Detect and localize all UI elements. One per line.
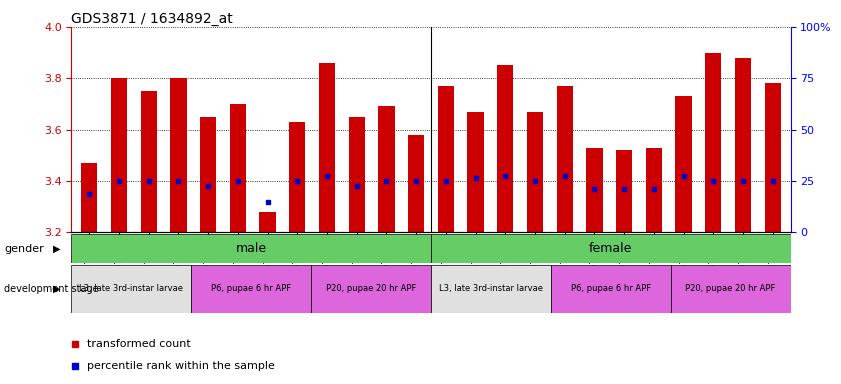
Bar	[437, 86, 454, 232]
Bar	[259, 212, 276, 232]
Text: P6, pupae 6 hr APF: P6, pupae 6 hr APF	[211, 285, 291, 293]
Text: P6, pupae 6 hr APF: P6, pupae 6 hr APF	[571, 285, 651, 293]
Bar	[81, 163, 98, 232]
Bar	[71, 234, 431, 263]
Bar	[586, 147, 603, 232]
Bar	[230, 104, 246, 232]
Bar	[71, 265, 191, 313]
Bar	[289, 122, 305, 232]
Bar	[675, 96, 692, 232]
Text: P20, pupae 20 hr APF: P20, pupae 20 hr APF	[326, 285, 416, 293]
Bar	[497, 65, 514, 232]
Bar	[311, 265, 431, 313]
Bar	[557, 86, 573, 232]
Bar	[200, 117, 216, 232]
Text: L3, late 3rd-instar larvae: L3, late 3rd-instar larvae	[439, 285, 543, 293]
Bar	[431, 265, 551, 313]
Text: percentile rank within the sample: percentile rank within the sample	[87, 361, 274, 371]
Bar	[348, 117, 365, 232]
Bar	[526, 112, 543, 232]
Bar	[670, 265, 791, 313]
Text: ▶: ▶	[54, 243, 61, 254]
Text: gender: gender	[4, 243, 44, 254]
Bar	[140, 91, 157, 232]
Text: development stage: development stage	[4, 284, 99, 294]
Bar	[705, 53, 722, 232]
Bar	[378, 106, 394, 232]
Text: L3, late 3rd-instar larvae: L3, late 3rd-instar larvae	[79, 285, 183, 293]
Bar	[319, 63, 336, 232]
Text: transformed count: transformed count	[87, 339, 190, 349]
Bar	[431, 234, 791, 263]
Bar	[191, 265, 311, 313]
Bar	[170, 78, 187, 232]
Text: GDS3871 / 1634892_at: GDS3871 / 1634892_at	[71, 12, 233, 26]
Bar	[616, 150, 632, 232]
Bar	[408, 135, 425, 232]
Bar	[735, 58, 751, 232]
Text: male: male	[235, 242, 267, 255]
Bar	[468, 112, 484, 232]
Bar	[764, 83, 781, 232]
Bar	[646, 147, 662, 232]
Text: female: female	[589, 242, 632, 255]
Bar	[111, 78, 127, 232]
Text: P20, pupae 20 hr APF: P20, pupae 20 hr APF	[685, 285, 775, 293]
Bar	[551, 265, 670, 313]
Text: ▶: ▶	[54, 284, 61, 294]
